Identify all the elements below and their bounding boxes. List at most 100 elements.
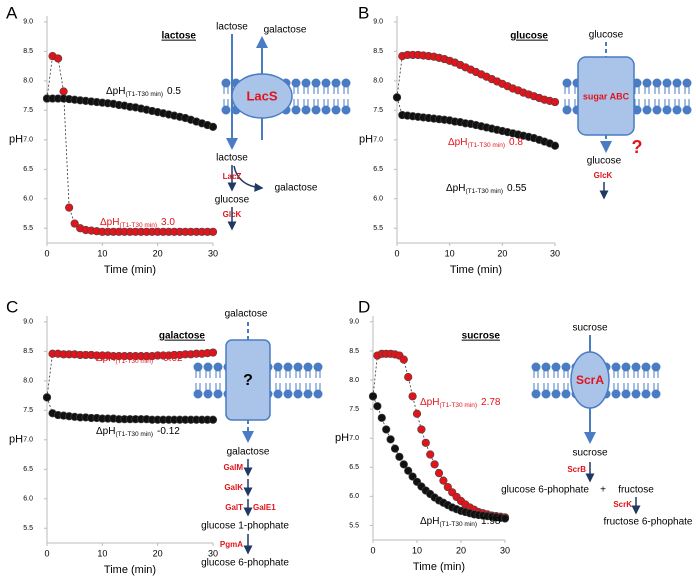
lipid-head [301, 105, 311, 115]
lipid-head [213, 362, 223, 372]
point [368, 392, 378, 401]
y-tick-label: 9.0 [23, 319, 33, 326]
point [390, 444, 400, 453]
annotation-text: ΔpH [96, 426, 115, 437]
point [408, 472, 417, 481]
lipid-head [541, 389, 551, 399]
point [404, 372, 413, 382]
y-tick-label: 6.0 [23, 496, 33, 503]
point [550, 141, 560, 150]
annotation-value: -0.12 [157, 426, 180, 437]
lipid-head [611, 362, 621, 372]
annotation-text: ΔpH [448, 137, 467, 148]
y-tick-label: 6.5 [349, 464, 359, 471]
point [412, 409, 422, 418]
lipid-head [303, 389, 313, 399]
annotation-sub: (T1-T30 min) [115, 431, 153, 438]
y-tick-label: 6.0 [23, 196, 33, 203]
lipid-head [221, 105, 231, 115]
inside: sucrose [572, 448, 607, 459]
point [550, 97, 560, 107]
y-tick-label: 7.5 [373, 107, 383, 114]
transporter [231, 73, 293, 119]
lipid-head [331, 78, 341, 88]
annotation-value: 0.8 [509, 137, 523, 148]
point [439, 476, 448, 485]
lipid-head [341, 78, 351, 88]
y-tick-label: 7.5 [349, 406, 359, 413]
lipid-head [641, 362, 651, 372]
lipid-head [311, 78, 321, 88]
enzyme: GlcK [594, 171, 613, 180]
product-in: galactose [275, 183, 318, 194]
point [399, 355, 408, 364]
diagram-c: galactose ? galactose GalM GalK GalT Gal… [201, 309, 289, 569]
product-out: galactose [264, 25, 307, 36]
point [208, 122, 218, 131]
lipid-head [313, 362, 323, 372]
fructose: fructose [618, 485, 654, 496]
x-tick-label: 20 [497, 248, 507, 258]
annotation-sub: (T1-T30 min) [439, 402, 477, 409]
lipid-head [631, 362, 641, 372]
annotation-sub: (T1-T30 min) [115, 358, 153, 365]
annotation-sub: (T1-T30 min) [465, 188, 503, 195]
y-tick-label: 9.0 [349, 319, 359, 326]
annotation-text: ΔpH [446, 183, 465, 194]
lipid-head [652, 105, 662, 115]
chart-label: glucose [510, 31, 548, 42]
substrate: glucose [589, 30, 624, 41]
lipid-head [293, 389, 303, 399]
x-tick-label: 0 [370, 545, 375, 555]
lipid-head [283, 389, 293, 399]
lipid-head [221, 78, 231, 88]
lipid-head [641, 389, 651, 399]
point [208, 348, 218, 357]
lipid-head [311, 105, 321, 115]
lipid-head [551, 362, 561, 372]
x-tick-label: 10 [412, 545, 422, 555]
lipid-head [321, 78, 331, 88]
lipid-head [293, 362, 303, 372]
enzyme: ScrB [567, 465, 586, 474]
x-tick-label: 10 [445, 248, 455, 258]
chart-label: lactose [162, 31, 197, 42]
diagram-a: LacS lactose galactose lactose LacZ gala… [215, 22, 318, 231]
x-tick-label: 30 [500, 545, 510, 555]
transporter [570, 351, 610, 409]
lipid-head [291, 105, 301, 115]
point [404, 466, 413, 475]
transporter-label: sugar ABC [583, 91, 630, 101]
transporter-label: LacS [246, 88, 277, 103]
lipid-head [283, 362, 293, 372]
annotation-sub: (T1-T30 min) [439, 521, 477, 528]
point [65, 203, 74, 212]
lipid-head [313, 389, 323, 399]
x-tick-label: 20 [456, 545, 466, 555]
y-tick-label: 7.0 [23, 137, 33, 144]
lipid-head [273, 389, 283, 399]
panel-label: B [358, 3, 369, 22]
lipid-head [531, 389, 541, 399]
annotation-sub: (T1-T30 min) [467, 142, 505, 149]
x-tick-label: 20 [153, 248, 163, 258]
lipid-head [652, 78, 662, 88]
series-line [372, 353, 506, 518]
point [59, 87, 68, 96]
y-tick-label: 6.5 [23, 466, 33, 473]
enzyme: GalM [223, 463, 243, 472]
products: glucose 6-phophate [501, 485, 589, 496]
y-tick-label: 6.5 [373, 166, 383, 173]
point [377, 413, 386, 422]
substrate: galactose [225, 309, 268, 320]
diagram-d: sucrose ScrA sucrose ScrB glucose 6-phop… [501, 323, 693, 528]
inside: lactose [216, 153, 248, 164]
y-tick-label: 6.0 [373, 196, 383, 203]
point [42, 393, 52, 402]
lipid-head [672, 78, 682, 88]
annotation-value: - 0.02 [157, 353, 183, 364]
point [408, 392, 417, 401]
lipid-head [551, 389, 561, 399]
product: glucose 6-phophate [201, 558, 289, 569]
